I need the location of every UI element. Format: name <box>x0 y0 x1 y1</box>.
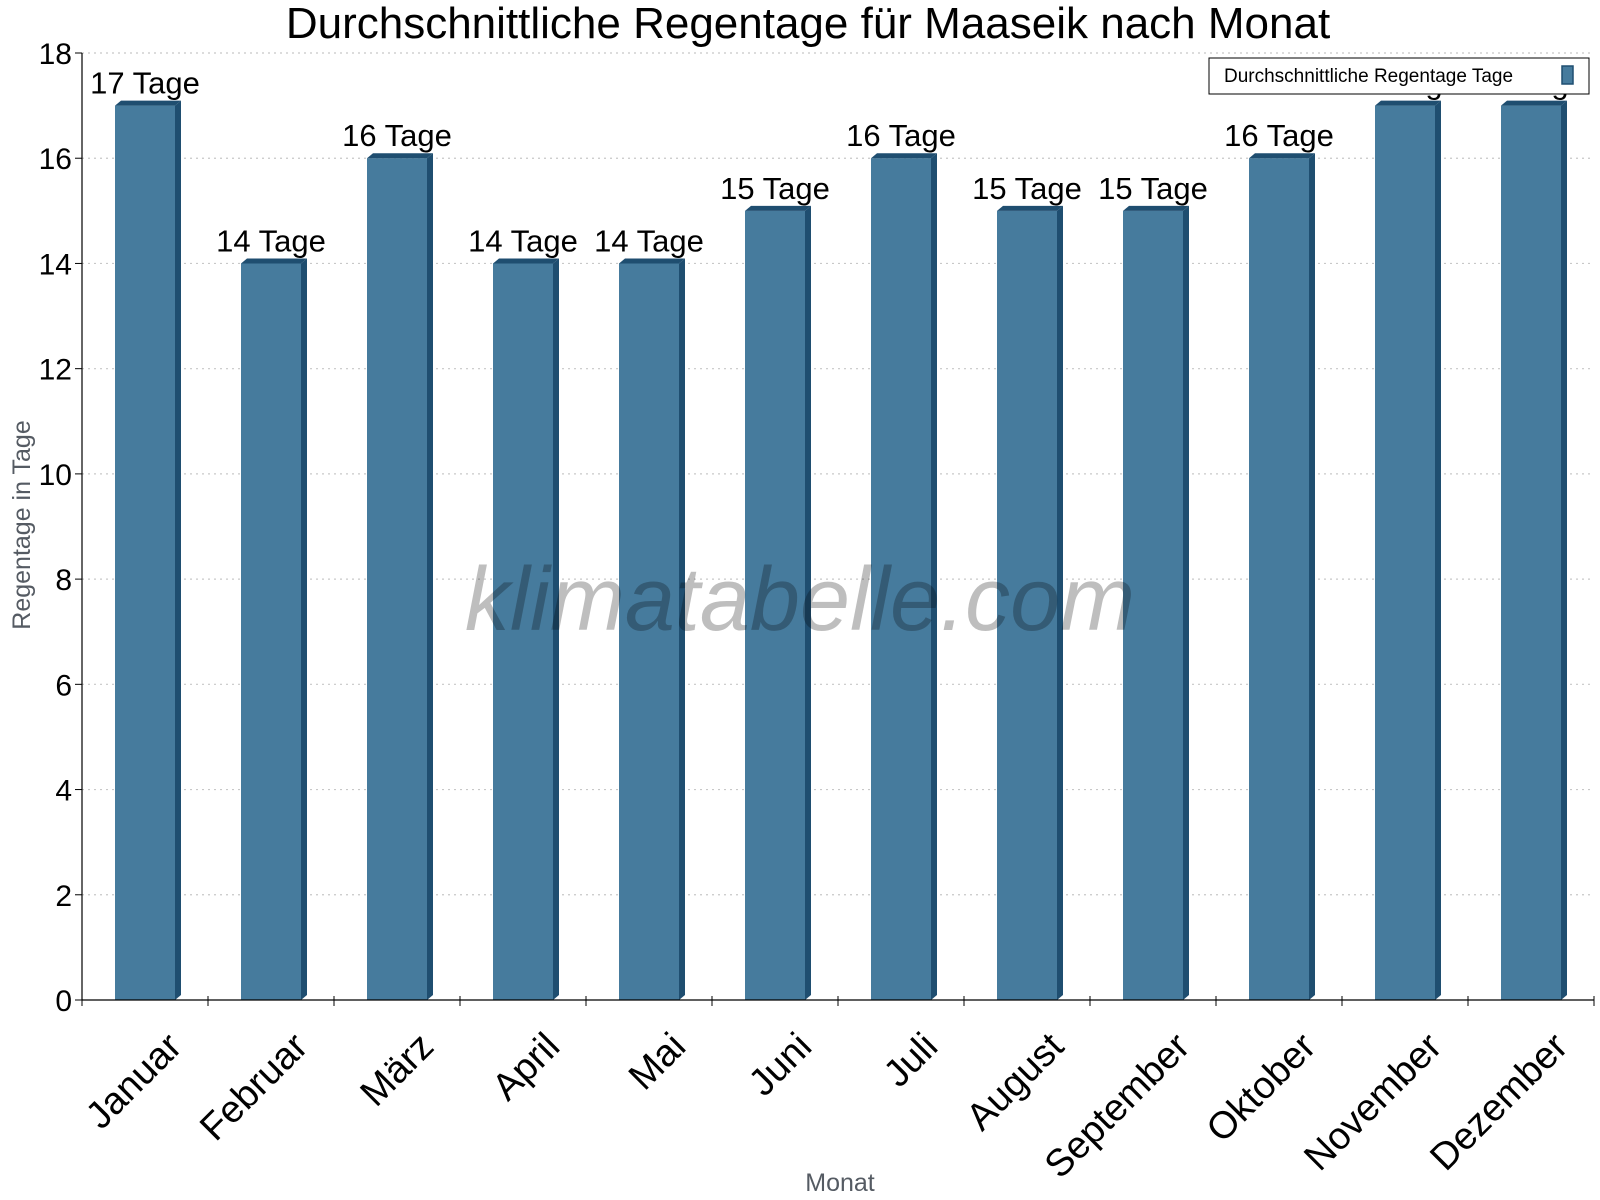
data-label: 15 Tage <box>1098 171 1208 206</box>
bar-front <box>241 263 301 1000</box>
x-tick-label: Juni <box>741 1025 820 1104</box>
x-tick-label: Oktober <box>1199 1025 1325 1151</box>
bar-front <box>1123 210 1183 1001</box>
bar-top <box>1249 153 1315 159</box>
watermark: klimatabelle.com <box>465 550 1135 650</box>
legend-swatch <box>1561 65 1574 85</box>
data-labels: 17 Tage 14 Tage 16 Tage 14 Tage 14 Tage 15 Ta… <box>90 66 1586 259</box>
bar-top <box>1375 100 1441 106</box>
bar-top <box>493 258 559 264</box>
bar-side <box>1057 205 1063 1001</box>
bar-side <box>1183 205 1189 1001</box>
bar-top <box>997 205 1063 211</box>
bar-side <box>1435 100 1441 1001</box>
data-label: 17 Tage <box>90 66 200 101</box>
x-tick-label: Juli <box>876 1025 946 1095</box>
bar-side <box>427 153 433 1000</box>
bar <box>493 258 559 1000</box>
data-label: 14 Tage <box>468 223 578 258</box>
y-tick-label: 16 <box>39 143 72 176</box>
bar-front <box>115 105 175 1001</box>
data-label: 16 Tage <box>1224 118 1334 153</box>
legend-box <box>1208 57 1590 95</box>
y-tick-label: 14 <box>39 248 72 281</box>
y-tick-label: 8 <box>55 564 72 597</box>
y-tick-label: 18 <box>39 38 72 71</box>
bar <box>1501 100 1567 1001</box>
bar-top <box>745 205 811 211</box>
x-tick-label: März <box>353 1025 442 1114</box>
bar-front <box>745 210 805 1001</box>
bar-front <box>619 263 679 1000</box>
bar-side <box>301 258 307 1000</box>
bar-side <box>679 258 685 1000</box>
chart-title: Durchschnittliche Regentage für Maaseik … <box>286 0 1330 48</box>
bar-side <box>1309 153 1315 1000</box>
bar-side <box>175 100 181 1001</box>
x-tick-label: Februar <box>192 1025 316 1149</box>
data-label: 14 Tage <box>216 223 326 258</box>
bar-side <box>805 205 811 1001</box>
bar-top <box>619 258 685 264</box>
y-tick-label: 2 <box>55 880 72 913</box>
bar-top <box>241 258 307 264</box>
bar-front <box>493 263 553 1000</box>
y-tick-label: 12 <box>39 354 72 387</box>
bar-side <box>931 153 937 1000</box>
x-tick-label: Januar <box>78 1025 190 1137</box>
bar-front <box>997 210 1057 1001</box>
bar <box>871 153 937 1000</box>
bar <box>241 258 307 1000</box>
bar <box>1375 100 1441 1001</box>
data-label: 16 Tage <box>846 118 956 153</box>
x-tick-label: November <box>1296 1025 1450 1179</box>
bar <box>745 205 811 1001</box>
bar <box>997 205 1063 1001</box>
y-tick-label: 10 <box>39 459 72 492</box>
bar-front <box>1249 158 1309 1000</box>
data-label: 15 Tage <box>972 171 1082 206</box>
bar-top <box>871 153 937 159</box>
bar <box>619 258 685 1000</box>
bar <box>1249 153 1315 1000</box>
bar <box>367 153 433 1000</box>
x-tick-label: Dezember <box>1422 1025 1576 1179</box>
grid-lines <box>82 52 1594 896</box>
y-tick-label: 4 <box>55 775 72 808</box>
bar-side <box>553 258 559 1000</box>
legend: Durchschnittliche Regentage Tage <box>1208 57 1590 95</box>
bar-top <box>115 100 181 106</box>
bar-front <box>871 158 931 1000</box>
data-label: 16 Tage <box>342 118 452 153</box>
data-label: 15 Tage <box>720 171 830 206</box>
bar <box>1123 205 1189 1001</box>
y-tick-label: 6 <box>55 669 72 702</box>
bar-top <box>1501 100 1567 106</box>
x-tick-label: August <box>959 1025 1073 1139</box>
bar-front <box>1501 105 1561 1001</box>
bar-top <box>367 153 433 159</box>
bar-front <box>367 158 427 1000</box>
x-tick-label: Mai <box>621 1025 694 1098</box>
bar-front <box>1375 105 1435 1001</box>
legend-label: Durchschnittliche Regentage Tage <box>1224 66 1513 87</box>
x-axis-label: Monat <box>805 1169 875 1197</box>
y-axis-label: Regentage in Tage <box>8 420 36 629</box>
bars <box>115 100 1567 1001</box>
bar-top <box>1123 205 1189 211</box>
bar <box>115 100 181 1001</box>
x-tick-label: April <box>485 1025 568 1108</box>
bar-side <box>1561 100 1567 1001</box>
data-label: 14 Tage <box>594 223 704 258</box>
y-tick-label: 0 <box>55 985 72 1018</box>
